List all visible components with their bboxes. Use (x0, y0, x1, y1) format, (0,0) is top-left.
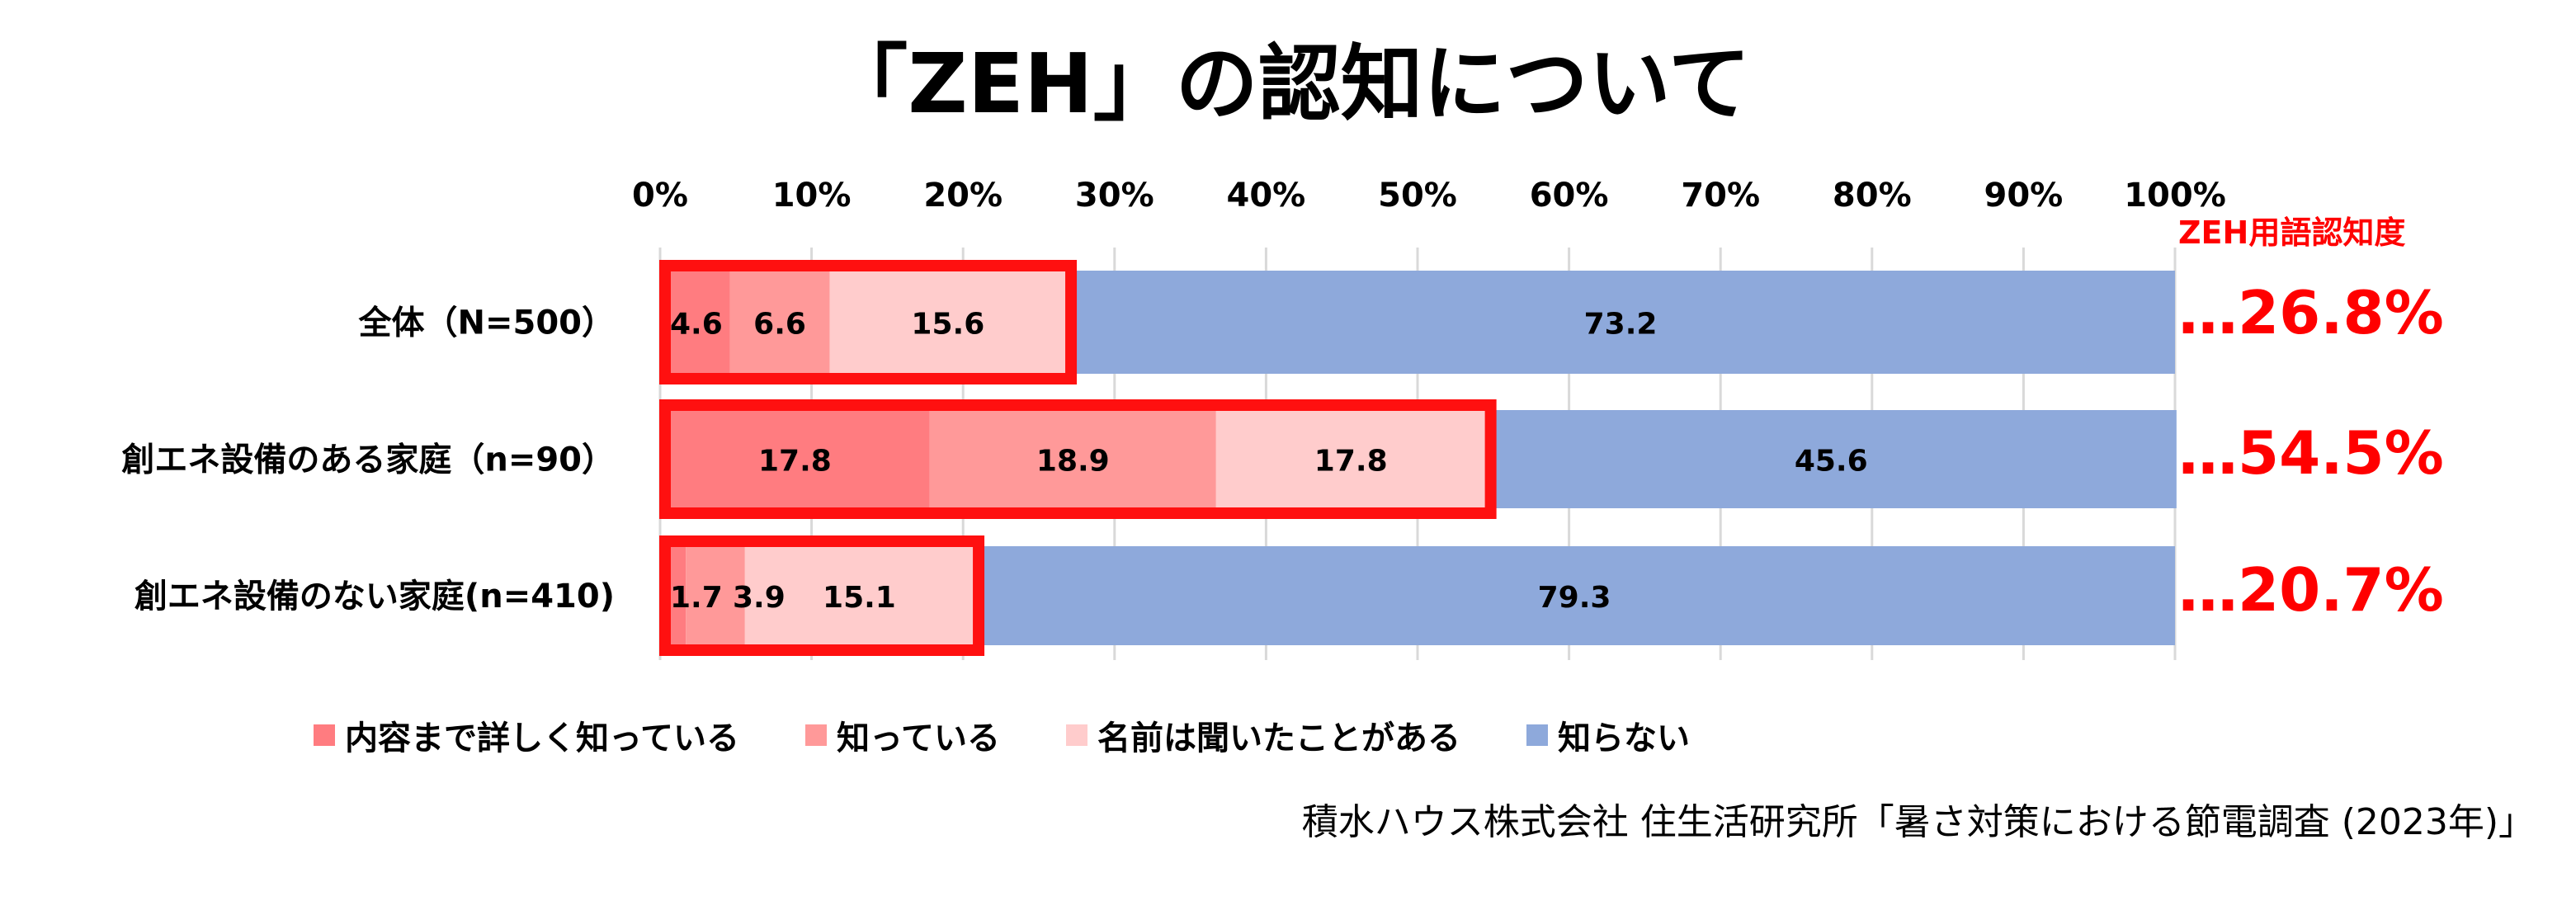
legend-item: 知っている (805, 711, 1000, 759)
legend-item: 内容まで詳しく知っている (314, 711, 739, 759)
data-label: 6.6 (753, 308, 806, 342)
data-label: 79.3 (1538, 581, 1611, 615)
data-label: 4.6 (670, 308, 723, 342)
bar-segment (744, 546, 974, 645)
legend-label: 知っている (837, 719, 1000, 757)
bar-segment (1215, 410, 1486, 508)
legend: 内容まで詳しく知っている 知っている 名前は聞いたことがある 知らない (314, 711, 1690, 759)
tick-label: 30% (1075, 177, 1154, 215)
awareness-value-0: …26.8% (2178, 278, 2444, 347)
bar-segment (729, 271, 830, 374)
awareness-value-1: …54.5% (2178, 418, 2444, 488)
bar-segment (660, 271, 730, 374)
legend-swatch (314, 724, 335, 746)
bar-segment (829, 271, 1067, 374)
tick-label: 100% (2124, 177, 2226, 215)
legend-swatch (805, 724, 827, 746)
bar-segment (686, 546, 745, 645)
legend-label: 名前は聞いたことがある (1097, 719, 1460, 757)
bar-segment (929, 410, 1216, 508)
chart-title: 「ZEH」の認知について (825, 35, 1751, 132)
category-label: 全体（N=500） (358, 304, 616, 342)
source-footer: 積水ハウス株式会社 住生活研究所「暑さ対策における節電調査 (2023年)」 (1301, 801, 2535, 843)
bar-segment (1066, 271, 2175, 374)
tick-label: 10% (772, 177, 852, 215)
highlight-box (659, 535, 985, 656)
data-label: 1.7 (670, 581, 723, 615)
category-label: 創エネ設備のある家庭（n=90） (121, 441, 615, 479)
legend-item: 名前は聞いたことがある (1066, 711, 1460, 759)
data-label: 18.9 (1036, 445, 1110, 479)
legend-label: 知らない (1558, 719, 1690, 757)
tick-label: 0% (632, 177, 688, 215)
legend-item: 知らない (1526, 711, 1690, 759)
data-label: 15.6 (911, 308, 984, 342)
legend-swatch (1526, 724, 1548, 746)
bar-segment (660, 410, 930, 508)
data-label: 17.8 (1314, 445, 1388, 479)
highlight-box (659, 399, 1497, 519)
tick-label: 80% (1833, 177, 1912, 215)
data-label: 17.8 (758, 445, 832, 479)
highlight-box (659, 260, 1078, 384)
legend-label: 内容まで詳しく知っている (345, 719, 739, 757)
tick-label: 60% (1530, 177, 1609, 215)
data-label: 3.9 (733, 581, 786, 615)
legend-swatch (1066, 724, 1087, 746)
tick-label: 90% (1984, 177, 2064, 215)
bar-segment (974, 546, 2175, 645)
data-label: 15.1 (823, 581, 896, 615)
tick-label: 70% (1681, 177, 1760, 215)
awareness-header: ZEH用語認知度 (2178, 215, 2406, 251)
tick-label: 40% (1227, 177, 1306, 215)
category-label: 創エネ設備のない家庭(n=410) (134, 578, 615, 616)
tick-label: 20% (923, 177, 1003, 215)
tick-label: 50% (1378, 177, 1457, 215)
awareness-value-2: …20.7% (2178, 555, 2444, 625)
data-label: 73.2 (1584, 308, 1658, 342)
bar-segment (1485, 410, 2177, 508)
data-label: 45.6 (1795, 445, 1868, 479)
